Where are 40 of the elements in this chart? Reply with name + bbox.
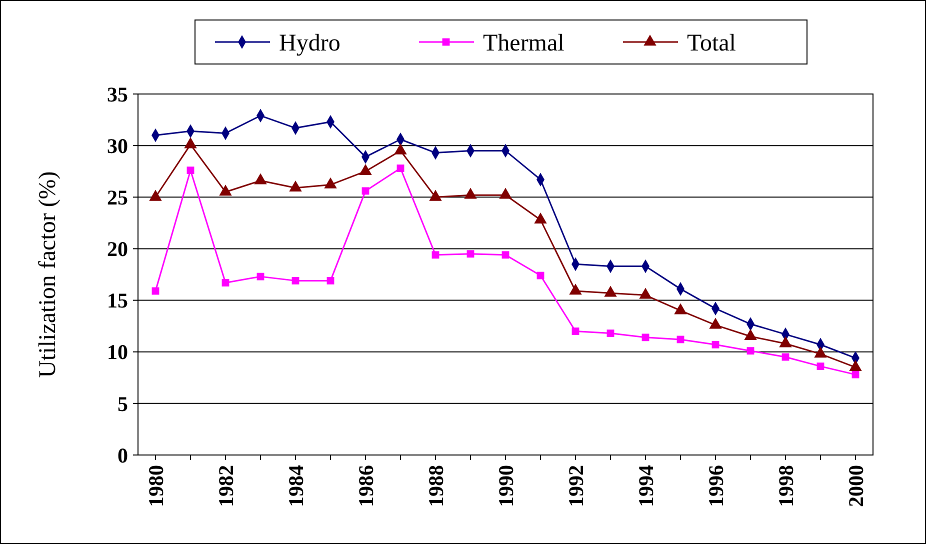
y-tick-label: 35 [107, 82, 128, 106]
x-tick-label: 1990 [494, 465, 518, 507]
point [292, 276, 300, 284]
point [396, 164, 404, 172]
y-tick-label: 5 [118, 392, 128, 416]
legend-label: Total [687, 30, 736, 56]
point [222, 279, 230, 286]
y-tick-label: 30 [107, 134, 128, 158]
point [186, 166, 194, 174]
y-tick-label: 20 [107, 237, 128, 262]
y-tick-label: 0 [118, 443, 128, 468]
legend-label: Hydro [279, 30, 340, 56]
x-tick-label: 1994 [634, 464, 658, 507]
legend-label: Thermal [483, 30, 565, 56]
point [502, 251, 510, 259]
point [712, 340, 720, 348]
point [256, 272, 264, 280]
x-tick-label: 1986 [354, 465, 378, 507]
point [466, 250, 474, 258]
point [362, 187, 370, 195]
point [606, 330, 614, 337]
point [816, 362, 824, 370]
x-tick-label: 1996 [704, 465, 728, 507]
point [572, 328, 580, 335]
x-tick-label: 1982 [214, 465, 238, 507]
x-tick-label: 1998 [774, 465, 798, 507]
point [746, 347, 754, 355]
y-tick-label: 15 [107, 288, 128, 313]
point [432, 251, 440, 259]
y-tick-label: 25 [107, 185, 128, 210]
x-tick-label: 1984 [284, 464, 308, 507]
y-tick-label: 10 [107, 340, 128, 364]
x-tick-label: 1992 [564, 465, 588, 507]
x-tick-label: 2000 [844, 465, 868, 507]
y-axis-title: Utilization factor (%) [35, 171, 61, 378]
point [326, 276, 334, 284]
point [642, 334, 650, 342]
x-tick-label: 1980 [144, 465, 168, 507]
x-tick-label: 1988 [424, 465, 448, 507]
point [852, 370, 860, 378]
